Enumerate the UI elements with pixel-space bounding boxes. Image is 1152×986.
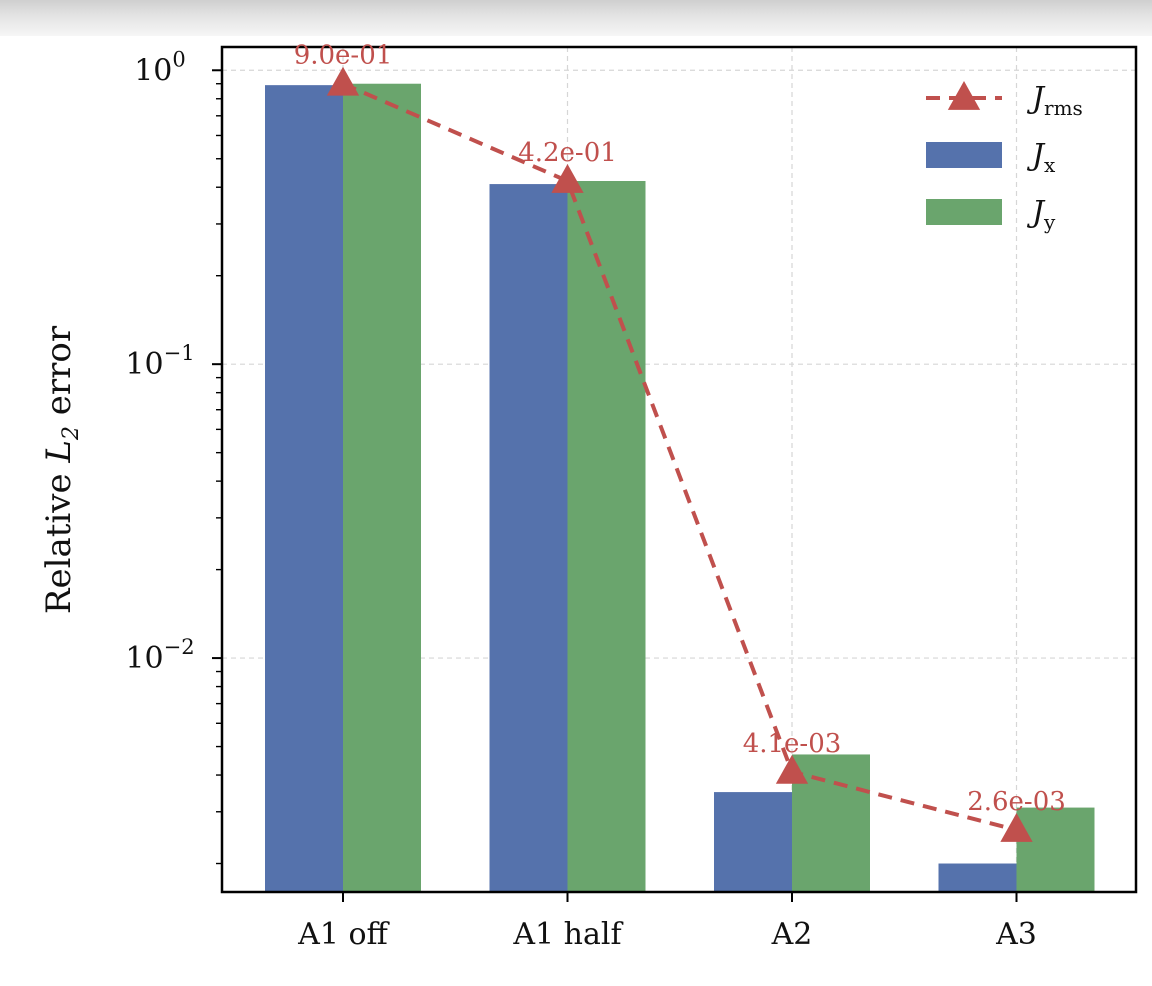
- legend: Jrms Jx Jy: [926, 81, 1083, 234]
- legend-label-y: Jy: [1026, 195, 1056, 234]
- legend-swatch-y: [926, 199, 1002, 225]
- x-tick-label: A2: [771, 917, 813, 952]
- plot-frame: [220, 45, 1138, 894]
- legend-label-x: Jx: [1026, 138, 1056, 177]
- rms-marker-0: [326, 66, 360, 96]
- rms-marker-2: [775, 754, 809, 784]
- legend-swatch-x: [926, 142, 1002, 168]
- data-labels: 9.0e-01 4.2e-01 4.1e-03 2.6e-03: [294, 41, 1066, 817]
- x-tick-label: A1 half: [512, 917, 623, 952]
- axis-ticks: [212, 69, 1018, 902]
- y-axis-label: Relative L2 error: [39, 325, 84, 614]
- y-tick-label: 100: [134, 47, 186, 88]
- x-tick-label: A3: [995, 917, 1037, 952]
- y-tick-label: 10−1: [125, 341, 194, 382]
- legend-marker-rms: [947, 81, 981, 110]
- bars: [265, 83, 1095, 893]
- y-tick-label: 10−2: [125, 635, 194, 676]
- bar-x-0: [265, 85, 343, 892]
- rms-series-line: [342, 81, 1018, 832]
- window-top-bar: [0, 0, 1152, 36]
- bar-y-0: [343, 83, 421, 893]
- bar-y-3: [1016, 807, 1095, 892]
- data-label-1: 4.2e-01: [518, 138, 617, 168]
- bar-x-3: [938, 863, 1017, 892]
- data-label-3: 2.6e-03: [967, 787, 1066, 817]
- bar-y-1: [567, 181, 646, 893]
- bar-y-2: [792, 754, 870, 892]
- rms-line: [326, 66, 1033, 842]
- rms-marker-3: [1000, 813, 1033, 842]
- tick-labels: A1 off A1 half A2 A3 100 10−1 10−2: [125, 47, 1036, 952]
- data-label-0: 9.0e-01: [294, 41, 393, 71]
- bar-x-2: [714, 792, 792, 892]
- data-label-2: 4.1e-03: [743, 729, 842, 759]
- legend-label-rms: Jrms: [1026, 81, 1083, 120]
- rms-marker-1: [551, 164, 584, 193]
- x-tick-label: A1 off: [297, 917, 390, 952]
- bar-x-1: [489, 184, 568, 892]
